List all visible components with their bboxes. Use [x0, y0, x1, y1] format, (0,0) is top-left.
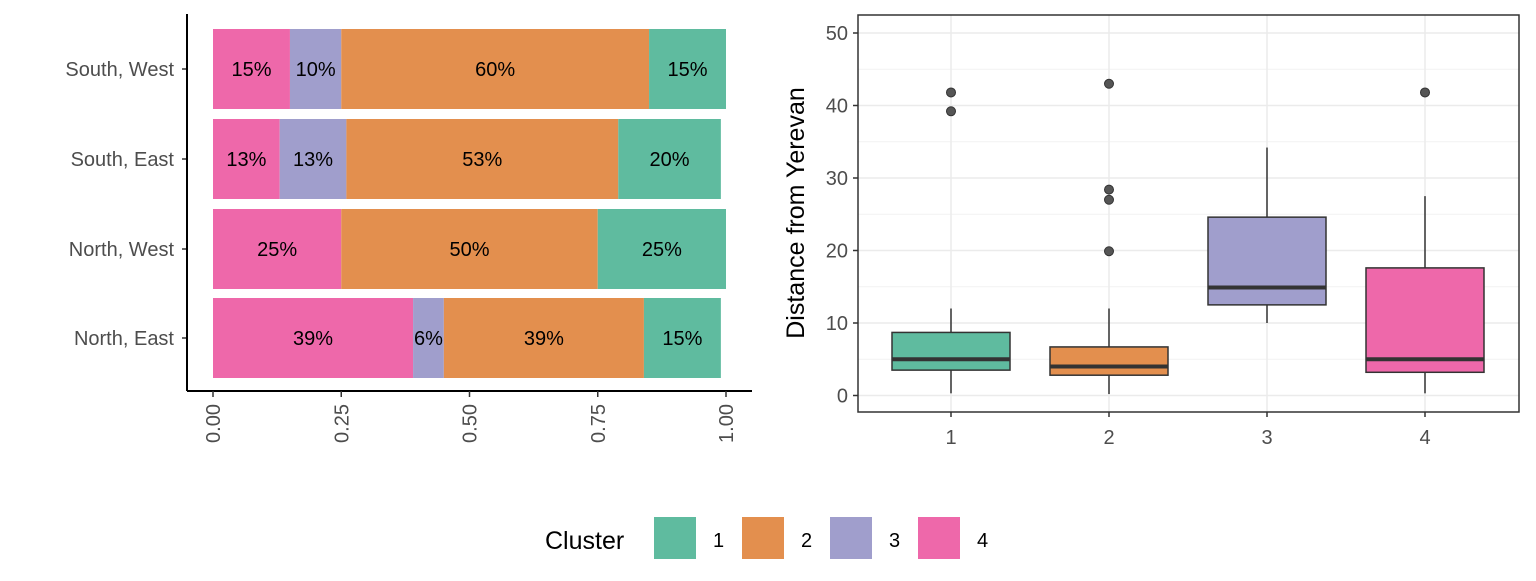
- legend: Cluster 1 2 3 4: [545, 517, 988, 559]
- legend-label: 4: [977, 530, 988, 552]
- x-tick-label: 4: [1419, 427, 1430, 449]
- bar-segment: [213, 209, 342, 289]
- bar-data-label: 50%: [449, 239, 489, 261]
- bar-segment: [289, 29, 342, 109]
- bar-data-label: 13%: [293, 149, 333, 171]
- bar-segment: [618, 119, 721, 199]
- outlier-point: [1420, 87, 1430, 98]
- box: [1207, 216, 1327, 306]
- legend-items: 1 2 3 4: [654, 517, 988, 559]
- y-tick-label: 10: [826, 313, 848, 335]
- box: [1365, 267, 1485, 374]
- bar-data-label: 15%: [668, 59, 708, 81]
- box: [1049, 346, 1169, 376]
- bar-data-label: 53%: [462, 149, 502, 171]
- legend-label: 3: [889, 530, 900, 552]
- x-tick-label: 1: [945, 427, 956, 449]
- bar-segment: [413, 298, 444, 378]
- bar-data-label: 25%: [257, 239, 297, 261]
- bar-data-label: 60%: [475, 59, 515, 81]
- x-tick-label: 2: [1103, 427, 1114, 449]
- outlier-point: [1104, 78, 1114, 89]
- x-tick-label: 0.00: [203, 404, 225, 443]
- outlier-point: [1104, 184, 1114, 195]
- y-tick-label: 50: [826, 23, 848, 45]
- y-tick-label: South, East: [71, 149, 175, 171]
- bar-segment: [597, 209, 726, 289]
- legend-key: [654, 517, 696, 559]
- bar-data-label: 20%: [650, 149, 690, 171]
- panel-border: [857, 14, 1520, 413]
- bar-segment: [649, 29, 726, 109]
- legend-label: 2: [801, 530, 812, 552]
- bar-segment: [213, 119, 280, 199]
- x-tick-label: 1.00: [716, 404, 738, 443]
- bar-segment: [341, 29, 650, 109]
- bar-data-label: 39%: [524, 328, 564, 350]
- stacked-bar-chart: 15% 10% 60% 15% South, West 13% 13% 53% 20% South…: [65, 14, 752, 443]
- legend-key: [742, 517, 784, 559]
- legend-label: 1: [713, 530, 724, 552]
- y-tick-label: South, West: [65, 59, 174, 81]
- x-tick-label: 3: [1261, 427, 1272, 449]
- bar-segment: [213, 298, 414, 378]
- y-tick-label: 30: [826, 168, 848, 190]
- bar-data-label: 39%: [293, 328, 333, 350]
- y-tick-label: North, West: [69, 239, 175, 261]
- bar-segment: [443, 298, 644, 378]
- y-tick-label: 20: [826, 241, 848, 263]
- bar-data-label: 10%: [296, 59, 336, 81]
- y-axis-label: Distance from Yerevan: [782, 87, 810, 339]
- y-tick-label: North, East: [74, 328, 174, 350]
- bar-segment: [346, 119, 619, 199]
- legend-title: Cluster: [545, 527, 624, 555]
- bar-data-label: 13%: [226, 149, 266, 171]
- outlier-point: [1104, 194, 1114, 205]
- legend-key: [830, 517, 872, 559]
- bar-segment: [213, 29, 290, 109]
- box: [891, 331, 1011, 371]
- y-tick-label: 0: [837, 386, 848, 408]
- bar-data-label: 15%: [662, 328, 702, 350]
- bar-segment: [643, 298, 721, 378]
- box-plot: 0 10 20 30 40 50 1 2 3 4 Distance from Yerevan: [782, 14, 1520, 449]
- x-tick-label: 0.25: [331, 404, 353, 443]
- bar-segment: [279, 119, 347, 199]
- bar-segment: [341, 209, 598, 289]
- legend-key: [918, 517, 960, 559]
- outlier-point: [946, 106, 956, 117]
- x-tick-label: 0.50: [460, 404, 482, 443]
- bar-data-label: 15%: [231, 59, 271, 81]
- bar-data-label: 25%: [642, 239, 682, 261]
- y-tick-label: 40: [826, 96, 848, 118]
- bar-data-label: 6%: [414, 328, 443, 350]
- outlier-point: [1104, 246, 1114, 257]
- outlier-point: [946, 87, 956, 98]
- x-tick-label: 0.75: [588, 404, 610, 443]
